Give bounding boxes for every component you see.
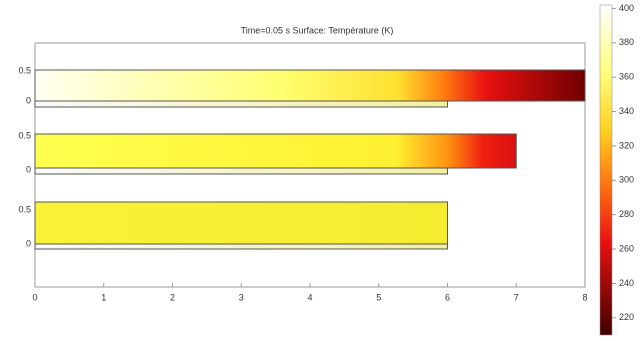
x-tick-label: 6 <box>445 292 450 302</box>
colorbar-tick-label: 360 <box>619 72 634 82</box>
colorbar-tick-label: 340 <box>619 106 634 116</box>
colorbar-tick-label: 400 <box>619 3 634 13</box>
x-tick-label: 4 <box>307 292 312 302</box>
strip <box>34 167 448 175</box>
strip <box>34 243 448 250</box>
colorbar-tick-label: 300 <box>619 175 634 185</box>
y-tick-label: 0.5 <box>18 204 31 214</box>
strip <box>34 100 448 108</box>
colorbar-tick-label: 260 <box>619 243 634 253</box>
colorbar-tick-label: 240 <box>619 278 634 288</box>
domain <box>34 201 448 245</box>
x-tick-label: 0 <box>32 292 37 302</box>
x-tick-label: 5 <box>376 292 381 302</box>
x-tick-label: 3 <box>239 292 244 302</box>
chart-title: Time=0.05 s Surface: Température (K) <box>241 25 394 35</box>
y-tick-label: 0 <box>26 95 31 105</box>
x-tick-label: 7 <box>514 292 519 302</box>
y-tick-label: 0 <box>26 164 31 174</box>
y-tick-label: 0 <box>26 238 31 248</box>
colorbar-tick-label: 320 <box>619 140 634 150</box>
x-tick-label: 8 <box>582 292 587 302</box>
domain <box>34 133 517 169</box>
colorbar-tick-label: 380 <box>619 37 634 47</box>
y-tick-label: 0.5 <box>18 65 31 75</box>
domain <box>34 69 586 102</box>
colorbar-tick-label: 280 <box>619 209 634 219</box>
x-tick-label: 2 <box>170 292 175 302</box>
colorbar-tick-label: 220 <box>619 312 634 322</box>
x-tick-label: 1 <box>101 292 106 302</box>
colorbar <box>599 4 613 336</box>
y-tick-label: 0.5 <box>18 130 31 140</box>
